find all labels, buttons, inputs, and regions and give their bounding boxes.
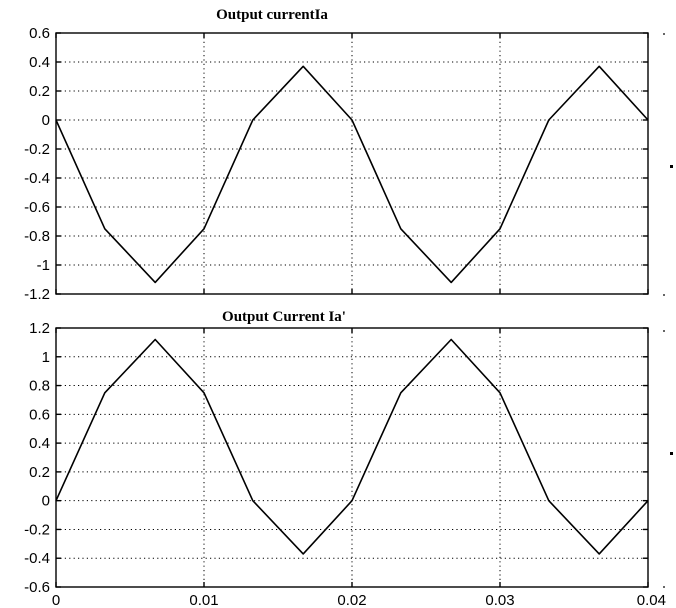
right-edge-marks: [663, 33, 673, 588]
y-tick-label: 1: [42, 349, 50, 366]
y-tick-label: 1.2: [29, 320, 50, 337]
y-tick-label: 0.6: [29, 406, 50, 423]
y-tick-label: -0.4: [24, 550, 50, 567]
right-edge-mark: [670, 165, 673, 168]
y-tick-label: -1.2: [24, 286, 50, 303]
y-tick-label: -0.6: [24, 579, 50, 596]
y-tick-label: 0.4: [29, 435, 50, 452]
y-tick-label: 0.2: [29, 464, 50, 481]
y-tick-label: -0.6: [24, 199, 50, 216]
y-tick-label: 0.4: [29, 54, 50, 71]
y-tick-label: 0: [42, 493, 50, 510]
y-tick-label: 0.6: [29, 25, 50, 42]
y-tick-label: -0.4: [24, 170, 50, 187]
x-tick-label: 0.02: [337, 592, 366, 608]
x-tick-label: 0: [52, 592, 60, 608]
x-tick-label: 0.04: [637, 592, 666, 608]
y-tick-label: 0: [42, 112, 50, 129]
y-tick-label: -0.2: [24, 141, 50, 158]
top-chart: Output currentIa 0.6 0.4 0.2 0 -0.2 -0.4 -0.6 -0…: [24, 7, 649, 303]
plot-frame: [55, 32, 649, 295]
x-tick-label: 0.01: [189, 592, 218, 608]
series-line: [55, 338, 649, 555]
bottom-chart: Output Current Ia' 1.2 1 0.8 0.6 0.4 0.2 0 -0.2 -…: [24, 309, 666, 608]
y-tick-label: -0.2: [24, 521, 50, 538]
right-edge-mark: [670, 452, 673, 455]
y-tick-label: -0.8: [24, 228, 50, 245]
chart-title: Output currentIa: [216, 7, 328, 23]
series-line: [55, 65, 649, 284]
y-tick-label: 0.2: [29, 83, 50, 100]
chart-title: Output Current Ia': [222, 309, 346, 325]
x-tick-label: 0.03: [485, 592, 514, 608]
y-tick-label: -1: [37, 257, 50, 274]
y-tick-label: 0.8: [29, 378, 50, 395]
